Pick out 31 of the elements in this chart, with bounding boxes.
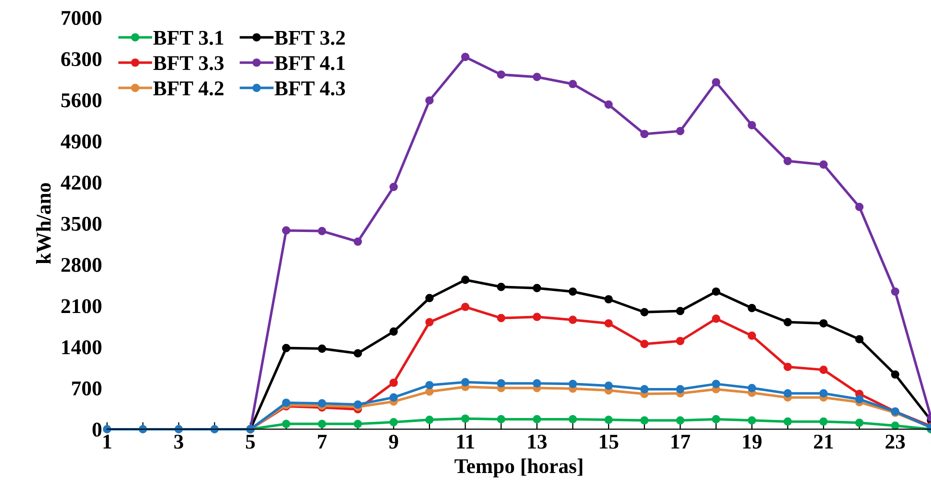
legend-label: BFT 4.1 bbox=[274, 56, 345, 70]
y-tick-label: 700 bbox=[72, 381, 102, 396]
y-tick-label: 1400 bbox=[62, 340, 102, 354]
x-tick-label: 1 bbox=[104, 434, 112, 449]
y-tick-label: 4900 bbox=[60, 134, 102, 148]
legend-label: BFT 3.2 bbox=[274, 30, 345, 45]
y-tick-label: 7000 bbox=[62, 10, 102, 26]
y-axis-title: kWh/ano bbox=[36, 183, 51, 264]
y-tick-label: 3500 bbox=[61, 216, 102, 231]
x-tick-label: 19 bbox=[743, 434, 762, 449]
y-tick-label: 0 bbox=[92, 422, 102, 437]
x-tick-label: 11 bbox=[457, 434, 474, 449]
y-tick-label: 2100 bbox=[61, 299, 102, 314]
x-tick-label: 9 bbox=[389, 434, 398, 449]
legend-label: BFT 3.3 bbox=[153, 56, 224, 70]
x-axis-title: Tempo [horas] bbox=[454, 458, 582, 478]
x-tick-label: 5 bbox=[246, 434, 255, 449]
legend-label: BFT 4.2 bbox=[153, 81, 224, 96]
y-tick-label: 5600 bbox=[61, 93, 102, 108]
x-tick-label: 15 bbox=[600, 434, 618, 449]
legend-label: BFT 3.1 bbox=[153, 30, 224, 45]
y-tick-label: 6300 bbox=[61, 52, 102, 66]
y-tick-label: 4200 bbox=[60, 176, 102, 190]
x-tick-label: 7 bbox=[318, 434, 327, 449]
y-tick-label: 2800 bbox=[61, 258, 102, 272]
legend-label: BFT 4.3 bbox=[274, 81, 345, 96]
x-tick-label: 3 bbox=[174, 434, 184, 449]
x-tick-label: 13 bbox=[528, 434, 547, 449]
x-tick-label: 23 bbox=[886, 434, 905, 449]
x-tick-label: 21 bbox=[814, 434, 833, 449]
x-tick-label: 17 bbox=[671, 434, 690, 449]
